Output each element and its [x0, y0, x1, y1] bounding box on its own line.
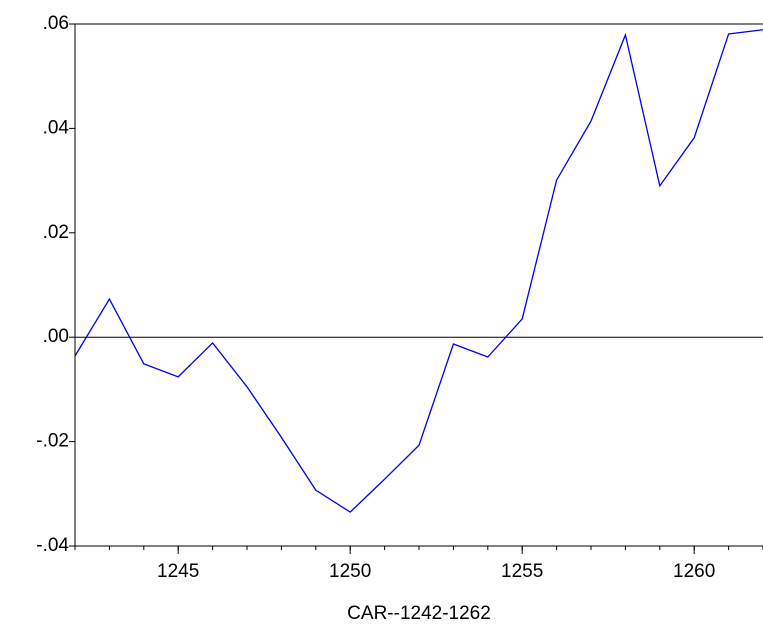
x-tick-label: 1250: [329, 561, 371, 582]
x-axis-label: CAR--1242-1262: [347, 603, 491, 624]
x-tick-label: 1260: [673, 561, 715, 582]
y-tick-label: .00: [43, 326, 69, 347]
y-tick-label: .04: [43, 117, 70, 138]
y-tick-label: -.02: [36, 431, 69, 452]
x-tick-label: 1245: [157, 561, 199, 582]
x-tick-label: 1255: [501, 561, 543, 582]
data-line: [74, 29, 763, 513]
y-tick-label: .02: [43, 222, 69, 243]
y-tick-label: .06: [43, 13, 69, 34]
y-tick-label: -.04: [36, 535, 69, 556]
